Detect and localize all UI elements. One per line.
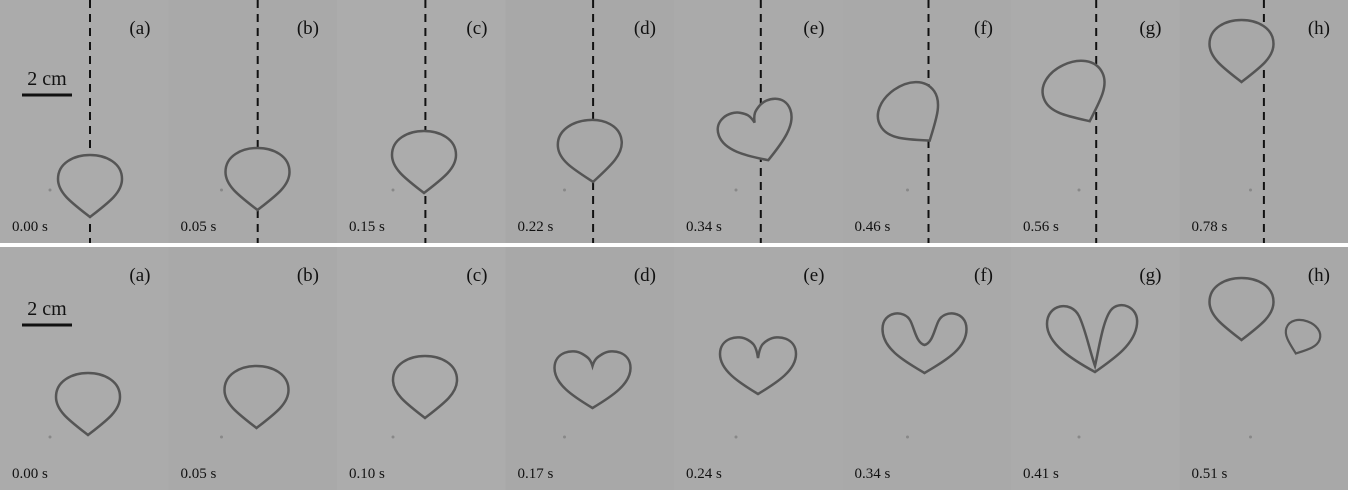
panel: (c) 0.15 s: [337, 0, 506, 243]
speck: [1078, 189, 1081, 192]
panel: (e) 0.34 s: [674, 0, 843, 243]
panel-label: (f): [974, 265, 993, 286]
panel-label: (a): [129, 265, 150, 286]
time-label: 0.17 s: [518, 466, 554, 482]
panel: (h) 0.51 s: [1180, 247, 1348, 490]
time-label: 0.78 s: [1192, 219, 1228, 235]
panel: (g) 0.56 s: [1011, 0, 1180, 243]
speck: [1078, 436, 1081, 439]
speck: [392, 436, 395, 439]
time-label: 0.46 s: [855, 219, 891, 235]
panel: (f) 0.34 s: [843, 247, 1012, 490]
panel-label: (e): [803, 18, 824, 39]
speck: [906, 436, 909, 439]
speck: [735, 436, 738, 439]
scale-label: 2 cm: [27, 298, 67, 320]
speck: [220, 189, 223, 192]
speck: [392, 189, 395, 192]
time-label: 0.05 s: [181, 466, 217, 482]
time-label: 0.00 s: [12, 219, 48, 235]
time-label: 0.41 s: [1023, 466, 1059, 482]
speck: [563, 189, 566, 192]
panel: (f) 0.46 s: [843, 0, 1012, 243]
time-label: 0.15 s: [349, 219, 385, 235]
panel-label: (b): [297, 265, 319, 286]
panel: (d) 0.17 s: [506, 247, 675, 490]
panel-label: (g): [1139, 265, 1161, 286]
speck: [1249, 189, 1252, 192]
speck: [220, 436, 223, 439]
panel: (d) 0.22 s: [506, 0, 675, 243]
panel-label: (d): [634, 18, 656, 39]
time-label: 0.00 s: [12, 466, 48, 482]
speck: [1249, 436, 1252, 439]
panel-label: (d): [634, 265, 656, 286]
time-label: 0.10 s: [349, 466, 385, 482]
panel: (a) 0.00 s: [0, 247, 169, 490]
panel-label: (h): [1308, 265, 1330, 286]
panel-label: (h): [1308, 18, 1330, 39]
panel: (g) 0.41 s: [1011, 247, 1180, 490]
panel-label: (b): [297, 18, 319, 39]
time-label: 0.51 s: [1192, 466, 1228, 482]
figure: (a) 0.00 s (b) 0.05 s (c) 0.15 s (d) 0.22 s (e) 0…: [0, 0, 1348, 490]
time-label: 0.34 s: [855, 466, 891, 482]
panel-label: (c): [466, 265, 487, 286]
panel: (b) 0.05 s: [169, 0, 338, 243]
panel: (h) 0.78 s: [1180, 0, 1348, 243]
speck: [49, 436, 52, 439]
scale-label: 2 cm: [27, 68, 67, 90]
time-label: 0.56 s: [1023, 219, 1059, 235]
time-label: 0.22 s: [518, 219, 554, 235]
time-label: 0.05 s: [181, 219, 217, 235]
panel: (a) 0.00 s: [0, 0, 169, 243]
panel: (b) 0.05 s: [169, 247, 338, 490]
speck: [563, 436, 566, 439]
panel-label: (e): [803, 265, 824, 286]
speck: [49, 189, 52, 192]
speck: [906, 189, 909, 192]
panel-label: (c): [466, 18, 487, 39]
time-label: 0.24 s: [686, 466, 722, 482]
panel: (e) 0.24 s: [674, 247, 843, 490]
speck: [735, 189, 738, 192]
panel-label: (g): [1139, 18, 1161, 39]
panel-label: (a): [129, 18, 150, 39]
panel: (c) 0.10 s: [337, 247, 506, 490]
time-label: 0.34 s: [686, 219, 722, 235]
panel-label: (f): [974, 18, 993, 39]
